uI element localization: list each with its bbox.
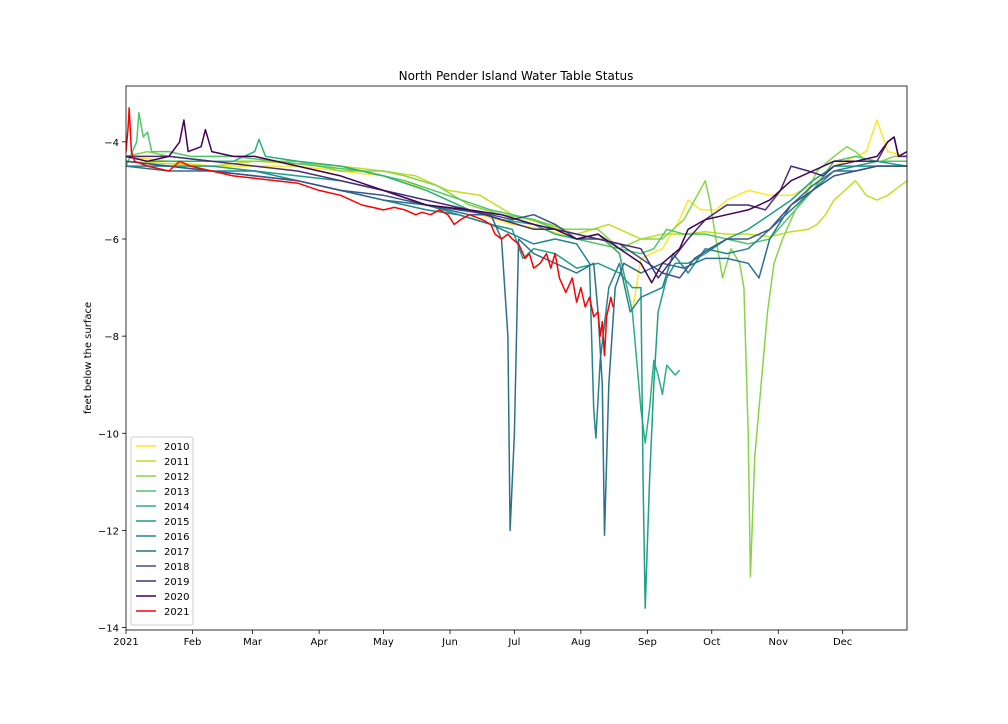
legend-label-2011: 2011 — [164, 457, 189, 468]
legend-label-2015: 2015 — [164, 517, 189, 528]
x-tick-label: Sep — [638, 637, 657, 648]
y-tick-label: −10 — [98, 429, 119, 440]
x-tick-label: 2021 — [113, 637, 138, 648]
legend-label-2020: 2020 — [164, 592, 189, 603]
y-tick-label: −12 — [98, 526, 119, 537]
x-tick-label: Dec — [833, 637, 852, 648]
legend-label-2012: 2012 — [164, 472, 189, 483]
series-line-2012 — [126, 145, 907, 578]
x-tick-label: Jun — [441, 637, 458, 648]
series-line-2019 — [126, 136, 907, 279]
x-tick-label: Oct — [703, 637, 720, 648]
series-line-2011 — [126, 160, 907, 240]
x-tick-label: Nov — [768, 637, 788, 648]
x-tick-label: Aug — [571, 637, 591, 648]
chart-title: North Pender Island Water Table Status — [399, 69, 634, 83]
legend-label-2010: 2010 — [164, 442, 189, 453]
x-tick-label: Apr — [310, 637, 328, 648]
series-line-2020 — [126, 119, 907, 284]
legend-label-2016: 2016 — [164, 532, 189, 543]
legend-label-2017: 2017 — [164, 547, 189, 558]
x-tick-label: Mar — [243, 637, 263, 648]
x-tick-label: Feb — [184, 637, 202, 648]
y-tick-label: −8 — [104, 332, 119, 343]
legend-label-2019: 2019 — [164, 577, 189, 588]
y-tick-label: −4 — [104, 138, 119, 149]
y-tick-label: −14 — [98, 624, 119, 635]
y-tick-label: −6 — [104, 235, 119, 246]
x-tick-label: May — [373, 637, 394, 648]
plot-frame — [125, 85, 908, 631]
y-axis-label: feet below the surface — [83, 302, 94, 414]
series-line-2021 — [126, 107, 614, 357]
x-tick-label: Jul — [507, 637, 520, 648]
legend-label-2021: 2021 — [164, 607, 189, 618]
legend-label-2014: 2014 — [164, 502, 189, 513]
legend-box — [130, 436, 194, 626]
legend-label-2013: 2013 — [164, 487, 189, 498]
series-line-2013 — [126, 111, 907, 255]
legend-label-2018: 2018 — [164, 562, 189, 573]
